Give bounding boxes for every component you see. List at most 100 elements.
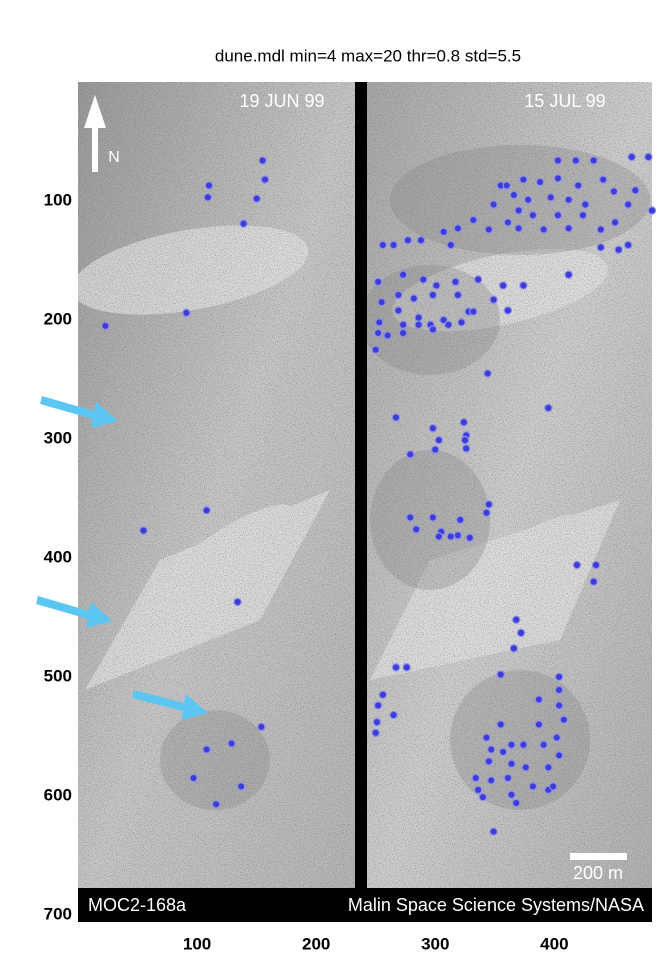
detection-point: [514, 224, 523, 233]
detection-point: [484, 225, 494, 234]
detection-point: [465, 533, 474, 542]
detection-point: [573, 181, 583, 190]
detection-point: [378, 240, 388, 250]
detection-point: [469, 307, 478, 316]
detection-point: [489, 295, 498, 304]
scale-label: 200 m: [573, 863, 623, 883]
detection-point: [373, 277, 383, 287]
x-tick-label: 300: [421, 934, 449, 953]
detection-point: [383, 331, 392, 340]
detection-point: [457, 318, 466, 327]
detection-point: [528, 782, 538, 791]
detection-point: [553, 174, 563, 183]
detection-point: [471, 773, 480, 783]
detection-point: [414, 313, 423, 322]
pointer-arrows: [36, 396, 208, 720]
detection-point: [202, 506, 211, 515]
detection-point: [389, 240, 398, 250]
detection-point: [496, 670, 505, 679]
detection-point: [428, 325, 438, 334]
detection-point: [227, 739, 236, 748]
detection-point: [552, 733, 561, 742]
detection-point: [239, 219, 248, 228]
detection-point: [609, 187, 619, 196]
detection-point: [428, 513, 438, 522]
detection-point: [456, 515, 465, 525]
detection-point: [519, 281, 528, 290]
detection-point: [473, 785, 483, 795]
detection-point: [372, 717, 382, 727]
x-tick-label: 200: [302, 934, 330, 953]
detection-point: [402, 663, 411, 672]
detection-point: [519, 740, 528, 749]
detection-point: [487, 745, 496, 754]
detection-point: [432, 281, 441, 290]
detection-point: [414, 320, 423, 329]
detection-point: [546, 193, 555, 202]
detection-point: [439, 227, 448, 237]
detection-point: [496, 720, 505, 729]
detection-point: [394, 290, 403, 300]
detection-point: [211, 800, 221, 809]
chart-title: dune.mdl min=4 max=20 thr=0.8 std=5.5: [215, 46, 521, 65]
detection-point: [647, 206, 657, 215]
detection-point: [554, 701, 564, 710]
detection-point: [507, 790, 516, 799]
detection-point: [453, 290, 463, 300]
detection-point: [503, 218, 513, 227]
detection-point: [473, 275, 483, 284]
detection-point: [514, 206, 523, 215]
detection-point: [203, 193, 213, 202]
detection-point: [591, 560, 601, 570]
detection-point: [483, 369, 492, 378]
detection-point: [548, 782, 558, 791]
detection-point: [469, 215, 478, 225]
detection-point: [564, 270, 573, 279]
detection-point: [521, 763, 530, 772]
detection-point: [451, 277, 460, 287]
detection-point: [378, 690, 388, 699]
detection-point: [459, 418, 469, 427]
detection-point: [409, 294, 419, 303]
detection-point: [428, 424, 438, 433]
y-tick-label: 100: [44, 190, 72, 209]
detection-point: [446, 532, 455, 541]
detection-point: [564, 224, 573, 233]
detection-point: [502, 181, 511, 190]
detection-point: [371, 728, 380, 738]
detection-point: [460, 435, 470, 445]
detection-point: [484, 500, 494, 509]
y-tick-label: 500: [44, 666, 72, 685]
y-tick-label: 200: [44, 309, 72, 328]
detection-point: [534, 695, 544, 704]
credit: Malin Space Science Systems/NASA: [348, 895, 644, 915]
detection-point: [416, 236, 426, 245]
detection-point: [204, 181, 214, 190]
detection-point: [498, 747, 508, 757]
detection-point: [614, 245, 623, 254]
detection-point: [371, 345, 380, 354]
detection-point: [631, 186, 640, 195]
detection-point: [478, 792, 488, 802]
detection-point: [571, 156, 580, 165]
y-tick-label: 700: [44, 904, 72, 923]
detection-point: [482, 733, 491, 742]
detection-point: [406, 513, 415, 522]
detection-point: [394, 306, 403, 315]
detection-point: [596, 243, 605, 252]
detection-point: [503, 306, 513, 315]
detection-point: [489, 827, 498, 836]
date-label: 15 JUL 99: [524, 91, 605, 111]
detection-point: [252, 194, 261, 203]
detection-point: [428, 290, 438, 300]
detection-point: [482, 508, 491, 517]
detection-point: [554, 672, 564, 682]
detection-point: [446, 240, 455, 250]
detection-point: [623, 240, 633, 250]
x-tick-label: 400: [540, 934, 568, 953]
y-tick-label: 600: [44, 785, 72, 804]
north-label: N: [108, 149, 120, 166]
detection-point: [523, 195, 533, 204]
